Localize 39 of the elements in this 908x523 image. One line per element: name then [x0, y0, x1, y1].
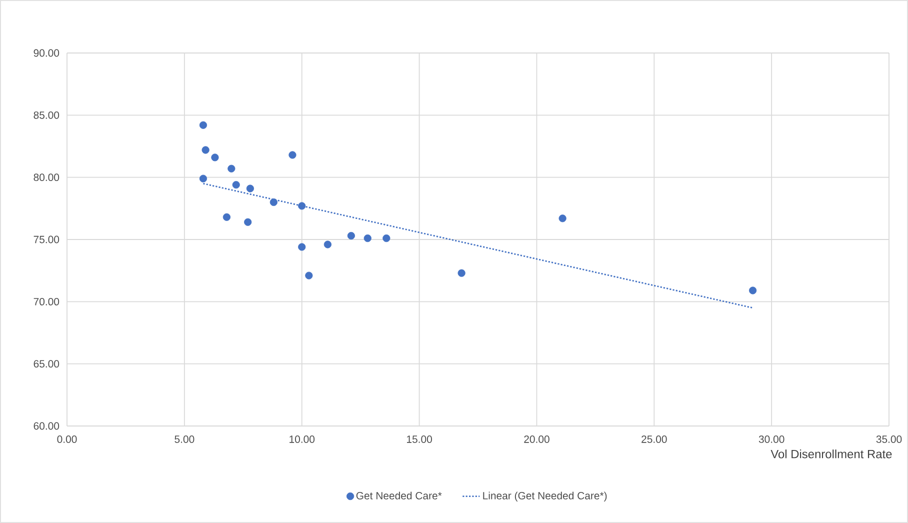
point — [305, 272, 313, 280]
point — [270, 198, 278, 206]
x-tick-label: 0.00 — [57, 436, 77, 443]
point — [202, 146, 210, 154]
point — [222, 213, 231, 221]
legend-label: Linear (Get Needed Care*) — [483, 492, 607, 502]
point — [199, 174, 208, 182]
point — [228, 164, 236, 172]
x-tick-label: 35.00 — [876, 436, 902, 443]
point — [382, 234, 390, 242]
point — [211, 154, 219, 162]
point — [232, 180, 240, 189]
y-tick-label: 90.00 — [34, 49, 60, 57]
x-tick-label: 5.00 — [174, 436, 194, 443]
y-tick-label: 70.00 — [34, 298, 60, 306]
y-tick-label: 85.00 — [34, 111, 60, 119]
y-tick-label: 65.00 — [34, 360, 60, 368]
point — [244, 218, 252, 226]
point — [458, 269, 466, 277]
x-tick-label: 15.00 — [407, 436, 432, 443]
x-tick-label: 20.00 — [524, 436, 550, 443]
point — [298, 202, 306, 210]
x-tick-label: 25.00 — [642, 436, 667, 443]
x-axis-title: Vol Disenrollment Rate — [770, 450, 892, 458]
point — [298, 243, 306, 251]
y-tick-label: 75.00 — [34, 236, 60, 244]
legend-label: Get Needed Care* — [356, 492, 442, 500]
x-tick-label: 30.00 — [758, 436, 784, 443]
point — [324, 240, 332, 248]
point — [748, 286, 757, 294]
point — [347, 232, 355, 240]
point — [246, 184, 254, 192]
x-tick-label: 10.00 — [290, 436, 315, 443]
point — [558, 214, 566, 222]
y-tick-label: 80.00 — [34, 174, 60, 182]
y-tick-label: 60.00 — [34, 422, 60, 430]
point — [199, 121, 208, 129]
point — [364, 234, 372, 242]
point — [288, 151, 296, 159]
